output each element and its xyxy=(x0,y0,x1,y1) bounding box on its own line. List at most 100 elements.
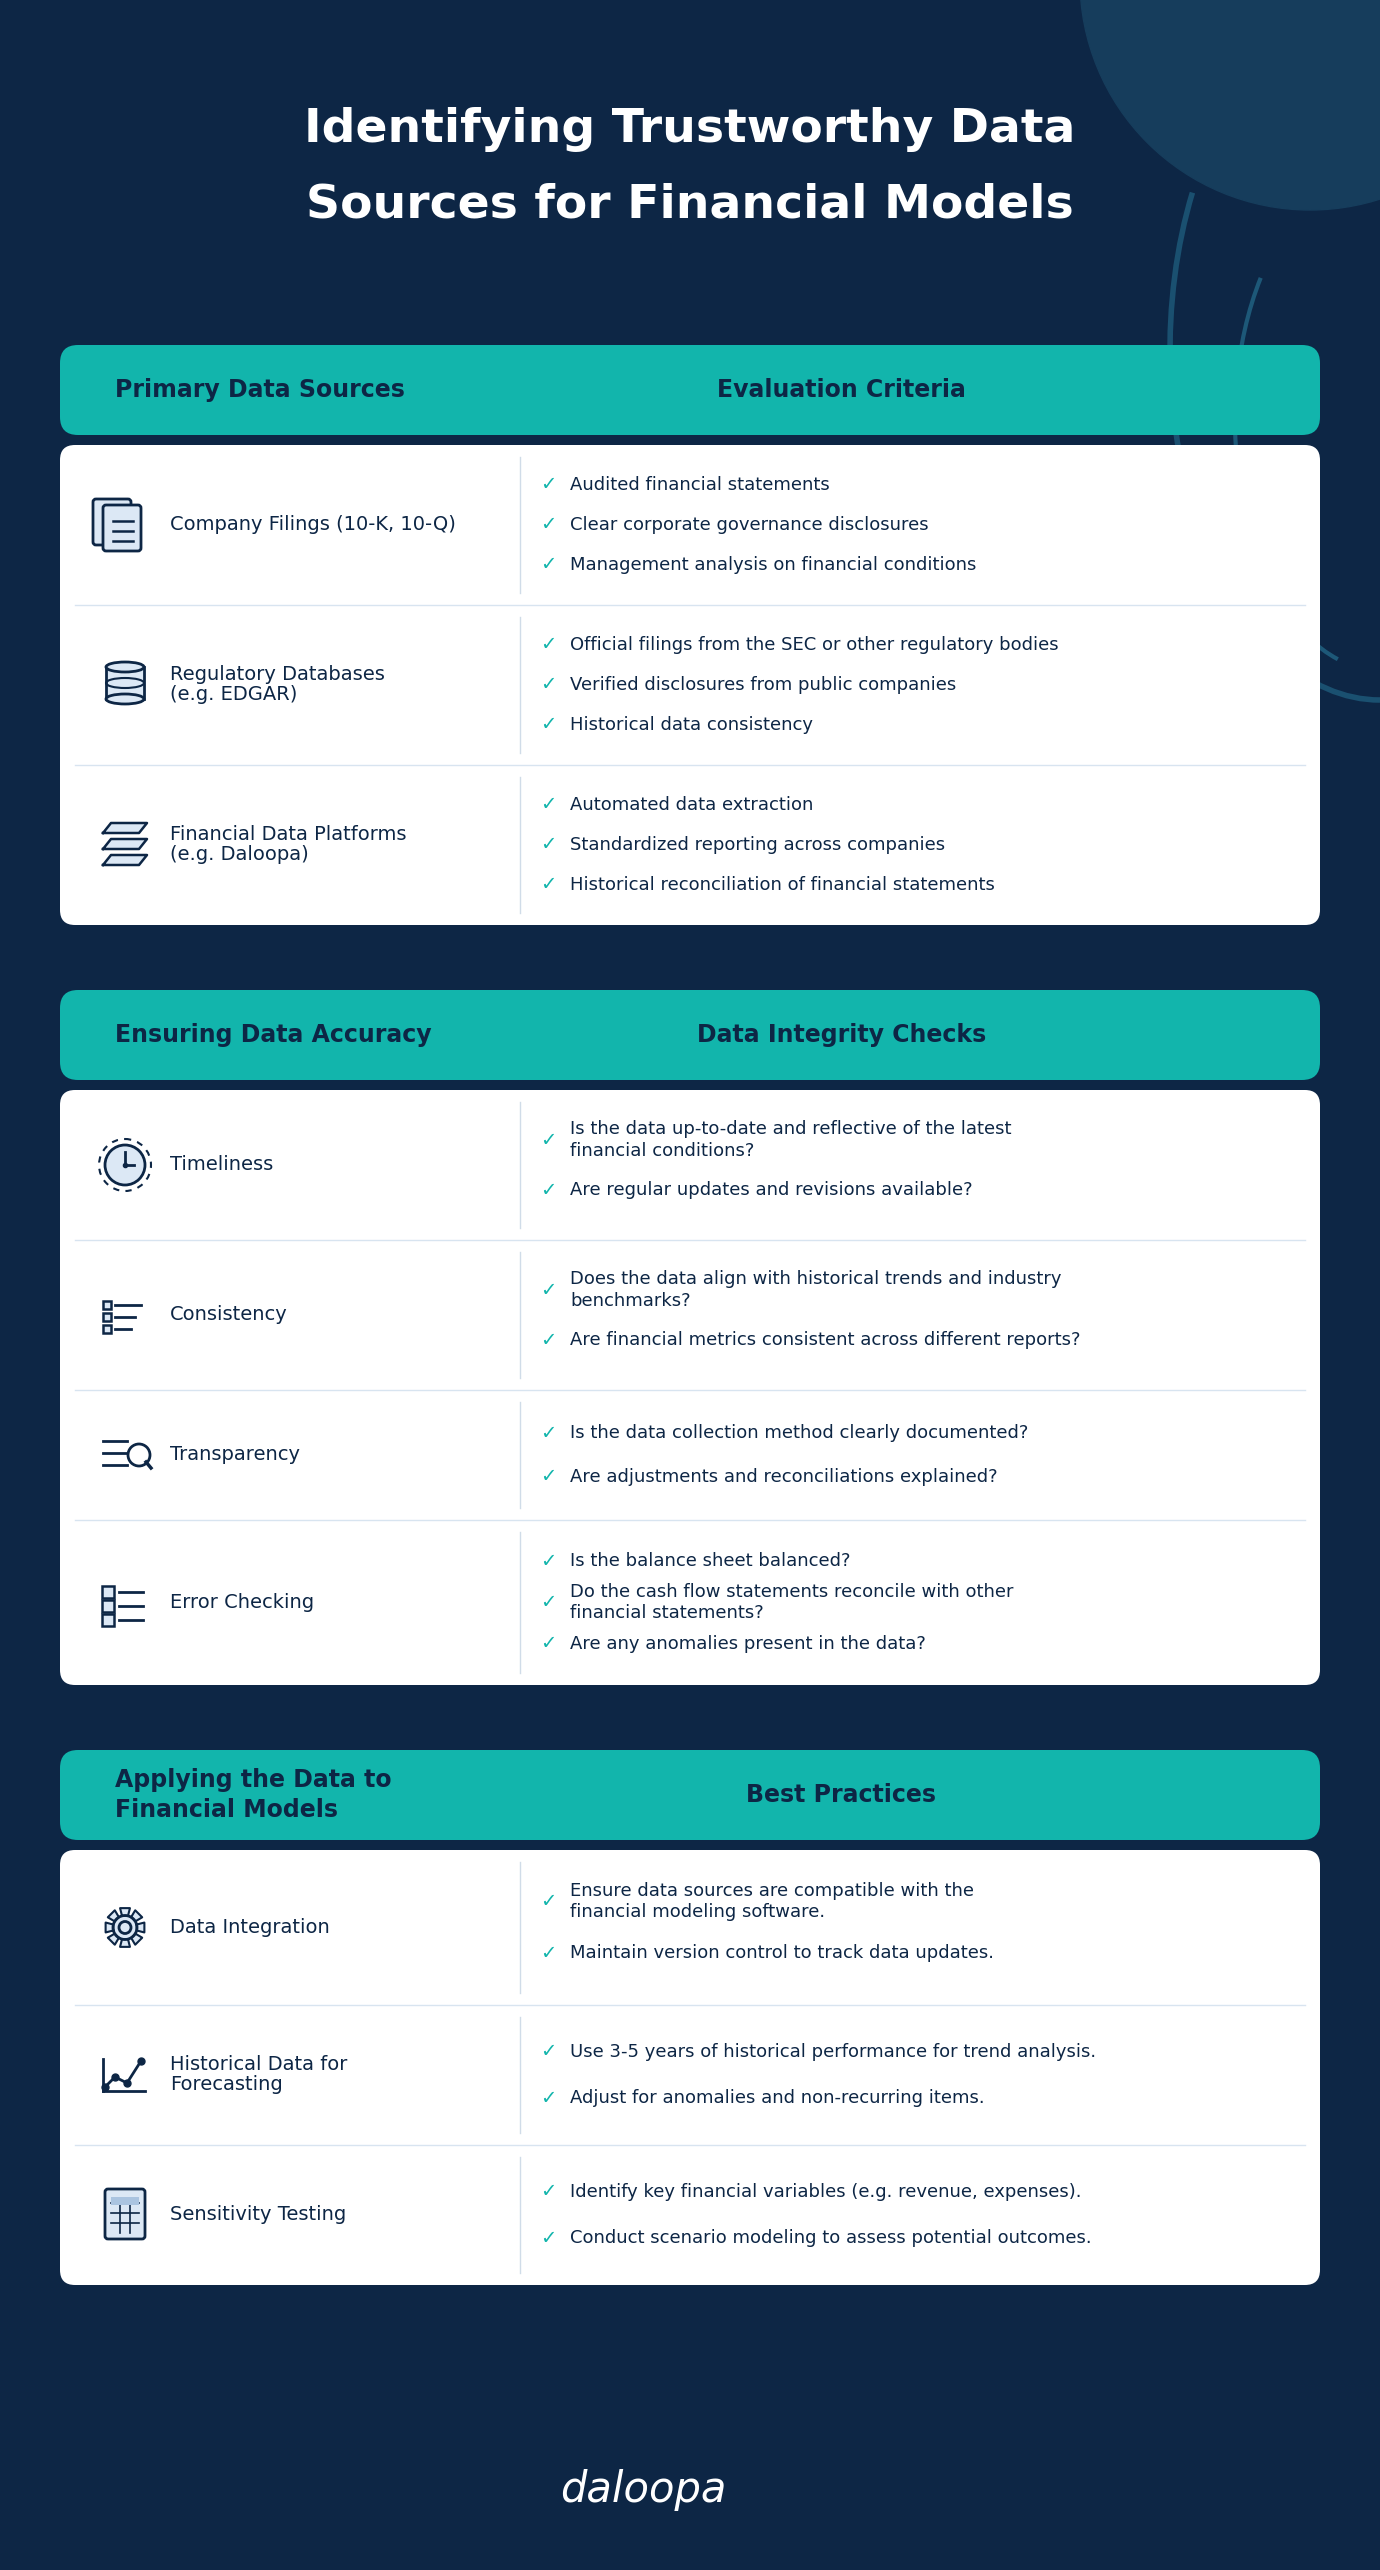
Text: Are financial metrics consistent across different reports?: Are financial metrics consistent across … xyxy=(570,1331,1081,1349)
FancyBboxPatch shape xyxy=(59,344,1321,434)
FancyBboxPatch shape xyxy=(92,499,131,545)
Text: ✓: ✓ xyxy=(540,1943,556,1963)
Text: Primary Data Sources: Primary Data Sources xyxy=(115,378,404,401)
Polygon shape xyxy=(104,822,148,833)
Text: Maintain version control to track data updates.: Maintain version control to track data u… xyxy=(570,1945,994,1963)
Text: Does the data align with historical trends and industry
benchmarks?: Does the data align with historical tren… xyxy=(570,1270,1061,1311)
Circle shape xyxy=(119,1922,131,1933)
Text: Are regular updates and revisions available?: Are regular updates and revisions availa… xyxy=(570,1182,973,1200)
Text: Ensure data sources are compatible with the
financial modeling software.: Ensure data sources are compatible with … xyxy=(570,1881,974,1922)
FancyBboxPatch shape xyxy=(59,1850,1321,2285)
Text: ✓: ✓ xyxy=(540,1131,556,1149)
Text: Identifying Trustworthy Data: Identifying Trustworthy Data xyxy=(305,108,1075,152)
Text: Evaluation Criteria: Evaluation Criteria xyxy=(716,378,966,401)
Polygon shape xyxy=(106,1922,113,1933)
Text: Company Filings (10-K, 10-Q): Company Filings (10-K, 10-Q) xyxy=(170,517,455,535)
Text: Standardized reporting across companies: Standardized reporting across companies xyxy=(570,835,945,853)
Text: ✓: ✓ xyxy=(540,2228,556,2249)
Text: ✓: ✓ xyxy=(540,635,556,655)
Point xyxy=(130,2041,152,2082)
Text: ✓: ✓ xyxy=(540,555,556,576)
Text: Consistency: Consistency xyxy=(170,1306,288,1324)
Text: Timeliness: Timeliness xyxy=(170,1156,273,1174)
Text: ✓: ✓ xyxy=(540,835,556,853)
Text: daloopa: daloopa xyxy=(560,2470,726,2511)
Text: Forecasting: Forecasting xyxy=(170,2077,283,2095)
Text: Is the balance sheet balanced?: Is the balance sheet balanced? xyxy=(570,1552,850,1570)
Text: Are any anomalies present in the data?: Are any anomalies present in the data? xyxy=(570,1635,926,1653)
Ellipse shape xyxy=(106,694,144,704)
FancyBboxPatch shape xyxy=(105,2190,145,2238)
Polygon shape xyxy=(120,1940,130,1948)
Point xyxy=(94,2066,116,2107)
Text: ✓: ✓ xyxy=(540,1331,556,1349)
Point xyxy=(116,2064,138,2105)
Polygon shape xyxy=(108,1910,119,1922)
Text: (e.g. Daloopa): (e.g. Daloopa) xyxy=(170,846,309,864)
FancyBboxPatch shape xyxy=(110,2197,139,2205)
Text: Ensuring Data Accuracy: Ensuring Data Accuracy xyxy=(115,1023,432,1046)
Circle shape xyxy=(113,1915,137,1940)
Text: Is the data up-to-date and reflective of the latest
financial conditions?: Is the data up-to-date and reflective of… xyxy=(570,1121,1012,1159)
Text: Financial Data Platforms: Financial Data Platforms xyxy=(170,825,407,846)
FancyBboxPatch shape xyxy=(106,668,144,699)
Text: Sources for Financial Models: Sources for Financial Models xyxy=(306,182,1074,229)
Text: Do the cash flow statements reconcile with other
financial statements?: Do the cash flow statements reconcile wi… xyxy=(570,1583,1013,1622)
Text: Is the data collection method clearly documented?: Is the data collection method clearly do… xyxy=(570,1424,1028,1442)
FancyBboxPatch shape xyxy=(104,1300,110,1308)
Polygon shape xyxy=(120,1907,130,1915)
Ellipse shape xyxy=(106,663,144,671)
FancyBboxPatch shape xyxy=(102,1614,115,1624)
Text: Are adjustments and reconciliations explained?: Are adjustments and reconciliations expl… xyxy=(570,1467,998,1485)
Polygon shape xyxy=(131,1910,142,1922)
Text: Identify key financial variables (e.g. revenue, expenses).: Identify key financial variables (e.g. r… xyxy=(570,2182,1082,2200)
Text: Automated data extraction: Automated data extraction xyxy=(570,797,813,815)
FancyBboxPatch shape xyxy=(104,1326,110,1334)
Text: ✓: ✓ xyxy=(540,2089,556,2107)
Text: ✓: ✓ xyxy=(540,1552,556,1570)
FancyBboxPatch shape xyxy=(59,445,1321,925)
Text: Historical Data for: Historical Data for xyxy=(170,2056,348,2074)
FancyBboxPatch shape xyxy=(104,504,141,550)
Text: Data Integrity Checks: Data Integrity Checks xyxy=(697,1023,985,1046)
Text: Best Practices: Best Practices xyxy=(747,1784,936,1807)
Text: ✓: ✓ xyxy=(540,714,556,735)
Polygon shape xyxy=(137,1922,145,1933)
Text: ✓: ✓ xyxy=(540,1892,556,1912)
FancyBboxPatch shape xyxy=(59,1750,1321,1840)
FancyBboxPatch shape xyxy=(59,1090,1321,1686)
Text: ✓: ✓ xyxy=(540,1467,556,1485)
Text: Verified disclosures from public companies: Verified disclosures from public compani… xyxy=(570,676,956,694)
Text: Applying the Data to
Financial Models: Applying the Data to Financial Models xyxy=(115,1768,392,1822)
Circle shape xyxy=(1081,0,1380,211)
Text: ✓: ✓ xyxy=(540,1635,556,1653)
Text: ✓: ✓ xyxy=(540,475,556,493)
Text: Historical reconciliation of financial statements: Historical reconciliation of financial s… xyxy=(570,876,995,894)
Polygon shape xyxy=(131,1933,142,1945)
FancyBboxPatch shape xyxy=(102,1599,115,1611)
Text: Transparency: Transparency xyxy=(170,1444,299,1465)
FancyBboxPatch shape xyxy=(104,1313,110,1321)
Text: Audited financial statements: Audited financial statements xyxy=(570,475,829,493)
Point xyxy=(104,2056,126,2097)
Text: Clear corporate governance disclosures: Clear corporate governance disclosures xyxy=(570,517,929,535)
Text: ✓: ✓ xyxy=(540,1424,556,1442)
Text: Conduct scenario modeling to assess potential outcomes.: Conduct scenario modeling to assess pote… xyxy=(570,2228,1092,2246)
Text: Historical data consistency: Historical data consistency xyxy=(570,717,813,735)
Text: Data Integration: Data Integration xyxy=(170,1917,330,1938)
Text: Management analysis on financial conditions: Management analysis on financial conditi… xyxy=(570,555,976,573)
Text: ✓: ✓ xyxy=(540,517,556,535)
Polygon shape xyxy=(104,838,148,848)
Text: ✓: ✓ xyxy=(540,1593,556,1611)
Text: ✓: ✓ xyxy=(540,1280,556,1300)
Text: ✓: ✓ xyxy=(540,2182,556,2200)
FancyBboxPatch shape xyxy=(102,1586,115,1599)
Text: (e.g. EDGAR): (e.g. EDGAR) xyxy=(170,686,297,704)
Text: Error Checking: Error Checking xyxy=(170,1593,315,1611)
Polygon shape xyxy=(108,1933,119,1945)
Text: ✓: ✓ xyxy=(540,2043,556,2061)
Text: ✓: ✓ xyxy=(540,676,556,694)
Text: Regulatory Databases: Regulatory Databases xyxy=(170,666,385,684)
Text: Use 3-5 years of historical performance for trend analysis.: Use 3-5 years of historical performance … xyxy=(570,2043,1096,2061)
Text: Adjust for anomalies and non-recurring items.: Adjust for anomalies and non-recurring i… xyxy=(570,2089,984,2107)
